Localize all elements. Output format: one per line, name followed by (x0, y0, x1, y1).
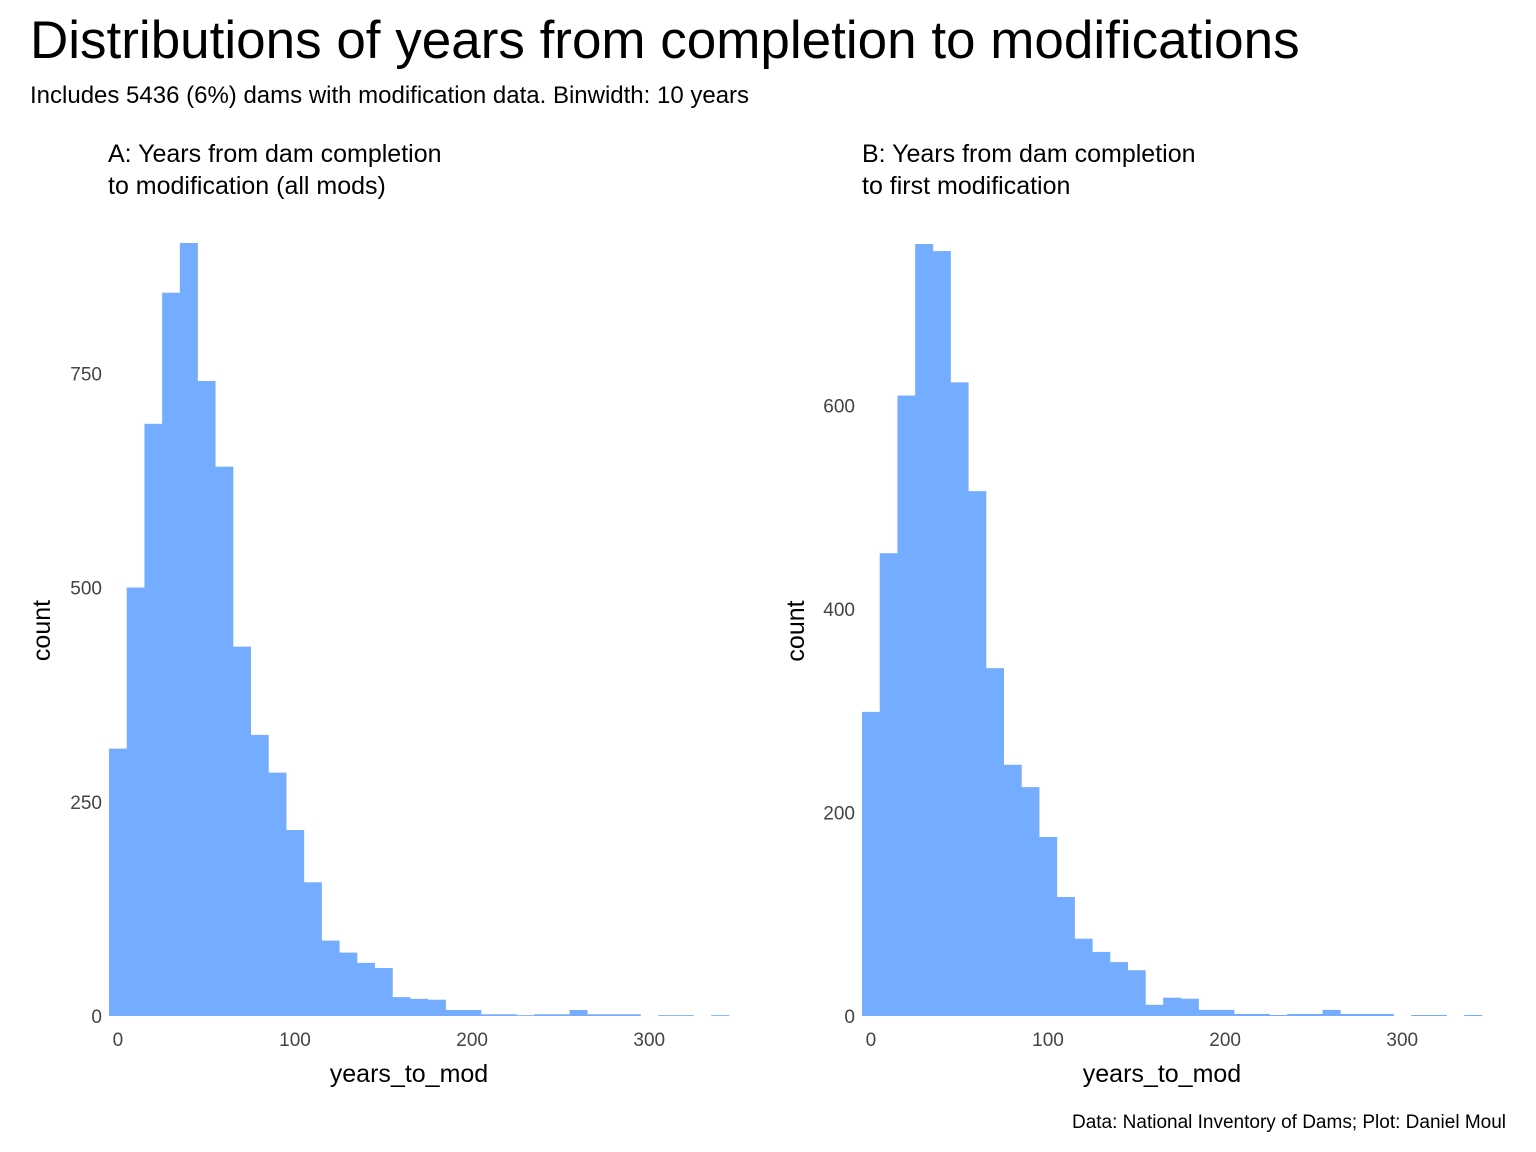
histogram-bar-b (897, 395, 916, 1017)
histogram-bar-b (1428, 1014, 1447, 1016)
x-tick-label: 0 (113, 1030, 124, 1051)
histogram-bar-a (534, 1014, 553, 1016)
histogram-bar-b (1464, 1014, 1483, 1016)
histogram-bar-b (1234, 1013, 1253, 1016)
histogram-bar-b (950, 382, 969, 1017)
histogram-bar-b (1198, 1009, 1217, 1016)
histogram-bar-b (879, 553, 898, 1016)
histogram-bar-b (1163, 997, 1182, 1016)
panel-b-title: B: Years from dam completion to first mo… (862, 140, 1196, 200)
histogram-bar-a (250, 734, 269, 1016)
x-tick-label: 200 (456, 1030, 488, 1051)
histogram-bar-a (427, 999, 446, 1016)
histogram-bar-a (622, 1014, 641, 1016)
panel-a-title: A: Years from dam completion to modifica… (108, 140, 442, 200)
histogram-bar-b (1304, 1013, 1323, 1016)
histogram-bar-b (915, 244, 934, 1016)
histogram-bar-a (197, 380, 216, 1016)
histogram-bar-b (1322, 1009, 1341, 1016)
histogram-bar-a (339, 952, 358, 1016)
chart-title: Distributions of years from completion t… (30, 11, 1300, 70)
histogram-bar-b (1358, 1013, 1377, 1016)
histogram-bar-b (968, 491, 987, 1016)
histogram-bar-b (1251, 1013, 1270, 1016)
histogram-bar-a (233, 646, 252, 1016)
histogram-bar-a (321, 940, 340, 1016)
histogram-bar-a (268, 772, 287, 1016)
y-tick-label: 500 (70, 579, 102, 600)
histogram-bar-a (658, 1015, 677, 1016)
x-tick-label: 100 (1032, 1030, 1064, 1051)
histogram-bar-a (516, 1015, 535, 1016)
histogram-bar-a (126, 587, 145, 1016)
histogram-bar-b (1411, 1014, 1430, 1016)
histogram-bar-b (1003, 764, 1022, 1016)
histogram-bar-b (1145, 1004, 1164, 1016)
histogram-bar-a (144, 423, 163, 1016)
histogram-bar-b (1056, 896, 1075, 1016)
histogram-bar-b (1180, 998, 1199, 1016)
histogram-bar-a (675, 1015, 694, 1016)
x-axis-label: years_to_mod (330, 1060, 488, 1088)
histogram-bar-b (1039, 836, 1058, 1016)
histogram-bar-a (551, 1014, 570, 1016)
histogram-bar-a (410, 998, 429, 1016)
histogram-bar-a (357, 962, 376, 1016)
histogram-bar-a (109, 748, 128, 1016)
x-tick-label: 300 (633, 1030, 665, 1051)
x-tick-label: 200 (1209, 1030, 1241, 1051)
histogram-bar-a (498, 1014, 517, 1016)
y-tick-label: 750 (70, 364, 102, 385)
histogram-bar-a (587, 1014, 606, 1016)
histogram-bar-a (711, 1015, 730, 1016)
histogram-bar-b (1340, 1013, 1359, 1016)
histogram-bar-a (303, 882, 322, 1016)
y-tick-label: 0 (844, 1007, 855, 1028)
histogram-bar-b (1269, 1014, 1288, 1016)
histogram-bar-a (463, 1010, 482, 1016)
x-tick-label: 0 (866, 1030, 877, 1051)
histogram-bar-a (374, 968, 393, 1016)
histogram-bar-b (1216, 1009, 1235, 1016)
y-tick-label: 250 (70, 793, 102, 814)
histogram-bar-a (605, 1014, 624, 1016)
x-tick-label: 100 (279, 1030, 311, 1051)
histogram-bar-b (1110, 962, 1129, 1016)
histogram-bar-a (215, 466, 234, 1016)
histogram-bar-b (932, 251, 951, 1017)
y-tick-label: 200 (823, 804, 855, 825)
y-tick-label: 0 (91, 1007, 102, 1028)
y-axis-label: count (782, 600, 810, 661)
histogram-bar-b (1375, 1013, 1394, 1016)
histogram-bar-b (862, 711, 881, 1016)
histogram-bar-b (1287, 1013, 1306, 1016)
histogram-bar-a (162, 292, 181, 1017)
y-tick-label: 600 (823, 397, 855, 418)
histogram-bar-b (1074, 938, 1093, 1016)
histogram-bar-a (179, 243, 198, 1016)
histogram-bar-a (569, 1010, 588, 1016)
x-tick-label: 300 (1386, 1030, 1418, 1051)
y-axis-label: count (28, 600, 56, 661)
histogram-bar-b (1092, 951, 1111, 1016)
caption: Data: National Inventory of Dams; Plot: … (1071, 1112, 1506, 1133)
histogram-bar-b (1127, 970, 1146, 1016)
histogram-bar-a (286, 830, 305, 1016)
x-axis-label: years_to_mod (1083, 1060, 1241, 1088)
histogram-bar-b (986, 668, 1005, 1016)
histogram-bar-a (481, 1014, 500, 1016)
histogram-bar-b (1021, 787, 1040, 1016)
y-tick-label: 400 (823, 600, 855, 621)
histogram-bar-a (445, 1010, 464, 1016)
chart-subtitle: Includes 5436 (6%) dams with modificatio… (30, 82, 750, 109)
histogram-bar-a (392, 997, 411, 1016)
